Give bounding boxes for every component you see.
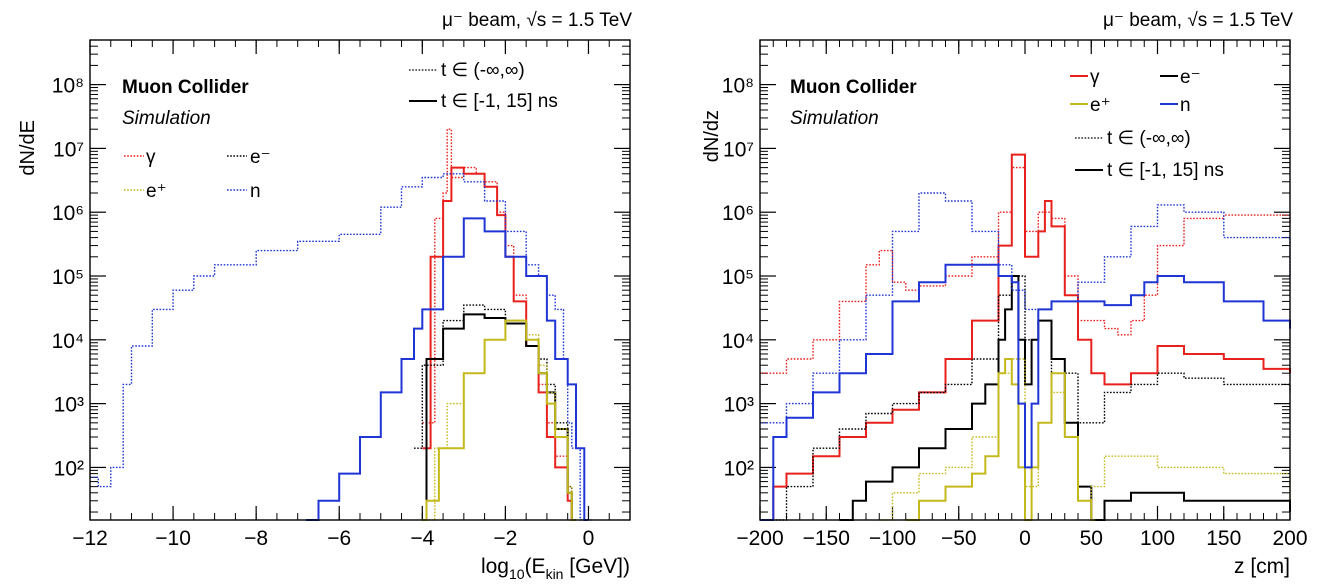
left-series-electron-time-window bbox=[422, 313, 576, 521]
right-y-tick-label: 10⁸ bbox=[722, 75, 754, 98]
left-axis-ticks bbox=[89, 39, 631, 520]
left-x-tick-label: 0 bbox=[583, 527, 595, 550]
left-x-tick-label: −2 bbox=[493, 527, 517, 550]
left-x-tick-label: −12 bbox=[72, 527, 108, 550]
right-x-tick-label: −200 bbox=[736, 527, 783, 550]
right-series-gamma-all-time bbox=[760, 166, 1291, 374]
left-y-tick-label: 10⁷ bbox=[53, 138, 84, 161]
left-plot-series bbox=[90, 128, 593, 521]
right-y-tick-label: 10⁵ bbox=[722, 266, 754, 289]
right-x-tick-label: −150 bbox=[803, 527, 850, 550]
right-y-tick-label: 10⁴ bbox=[722, 330, 754, 353]
right-x-axis-title: z [cm] bbox=[1234, 555, 1290, 578]
right-x-tick-label: 0 bbox=[1019, 527, 1031, 550]
left-brand: Muon Collider bbox=[122, 77, 249, 98]
right-series-gamma-time-window bbox=[760, 153, 1291, 521]
right-particle-legend: γ e⁻ e⁺ n bbox=[1070, 67, 1201, 116]
right-legend-all-time-label: t ∈ (-∞,∞) bbox=[1107, 128, 1191, 149]
right-y-axis-label: dN/dz bbox=[701, 110, 723, 162]
left-series-gamma-all-time bbox=[422, 128, 576, 521]
left-x-tick-label: −8 bbox=[244, 527, 268, 550]
left-panel: μ⁻ beam, √s = 1.5 TeV dN/dE log10(Ekin [… bbox=[17, 10, 632, 582]
right-x-tick-label: −50 bbox=[941, 527, 977, 550]
left-series-gamma-time-window bbox=[422, 166, 576, 521]
right-plot-series bbox=[760, 153, 1291, 521]
left-series-neutron-all-time bbox=[90, 173, 593, 521]
right-brand-sub: Simulation bbox=[790, 108, 879, 129]
right-x-tick-label: −100 bbox=[869, 527, 916, 550]
left-y-tick-label: 10⁴ bbox=[52, 330, 84, 353]
left-x-tick-label: −6 bbox=[327, 527, 351, 550]
left-y-tick-labels: 10² 10³ 10⁴ 10⁵ 10⁶ 10⁷ 10⁸ bbox=[52, 75, 84, 481]
right-series-neutron-time-window bbox=[760, 263, 1291, 521]
left-particle-legend: γ e⁻ e⁺ n bbox=[124, 147, 271, 202]
right-brand: Muon Collider bbox=[790, 77, 917, 98]
right-x-tick-label: 150 bbox=[1206, 527, 1241, 550]
left-x-tick-label: −10 bbox=[155, 527, 191, 550]
left-legend-gamma-label: γ bbox=[146, 147, 156, 168]
right-x-tick-labels: −200 −150 −100 −50 0 50 100 150 200 bbox=[736, 527, 1307, 550]
right-y-tick-label: 10⁷ bbox=[723, 138, 754, 161]
left-legend-positron-label: e⁺ bbox=[146, 181, 167, 202]
right-legend-neutron-label: n bbox=[1180, 95, 1191, 116]
right-series-positron-time-window bbox=[905, 358, 1096, 521]
right-legend-gamma-label: γ bbox=[1090, 67, 1100, 88]
left-y-axis-label: dN/dE bbox=[17, 120, 39, 176]
left-y-tick-label: 10³ bbox=[54, 394, 84, 417]
left-x-tick-labels: −12 −10 −8 −6 −4 −2 0 bbox=[72, 527, 594, 550]
right-time-legend: t ∈ (-∞,∞) t ∈ [-1, 15] ns bbox=[1075, 128, 1224, 181]
left-legend-window-label: t ∈ [-1, 15] ns bbox=[441, 91, 558, 112]
right-legend-window-label: t ∈ [-1, 15] ns bbox=[1107, 160, 1224, 181]
right-x-tick-label: 200 bbox=[1272, 527, 1307, 550]
right-x-tick-label: 50 bbox=[1080, 527, 1103, 550]
right-series-electron-time-window bbox=[839, 275, 1291, 521]
right-series-positron-all-time bbox=[879, 358, 1291, 521]
right-y-tick-label: 10⁶ bbox=[722, 202, 754, 225]
left-y-tick-label: 10² bbox=[54, 457, 84, 480]
left-y-tick-label: 10⁸ bbox=[52, 75, 84, 98]
right-legend-positron-label: e⁺ bbox=[1090, 95, 1111, 116]
right-plot-frame bbox=[759, 39, 1291, 521]
left-time-legend: t ∈ (-∞,∞) t ∈ [-1, 15] ns bbox=[409, 60, 558, 112]
left-legend-all-time-label: t ∈ (-∞,∞) bbox=[441, 60, 525, 81]
right-x-tick-label: 100 bbox=[1140, 527, 1175, 550]
left-series-positron-all-time bbox=[422, 319, 576, 521]
left-header: μ⁻ beam, √s = 1.5 TeV bbox=[442, 10, 632, 31]
left-legend-neutron-label: n bbox=[250, 181, 261, 202]
right-legend-electron-label: e⁻ bbox=[1180, 67, 1201, 88]
left-x-tick-label: −4 bbox=[410, 527, 434, 550]
left-y-tick-label: 10⁵ bbox=[52, 266, 84, 289]
right-y-tick-label: 10³ bbox=[724, 394, 754, 417]
left-series-positron-time-window bbox=[422, 319, 576, 521]
left-series-neutron-time-window bbox=[306, 217, 589, 521]
left-legend-electron-label: e⁻ bbox=[250, 147, 271, 168]
right-y-tick-labels: 10² 10³ 10⁴ 10⁵ 10⁶ 10⁷ 10⁸ bbox=[722, 75, 754, 481]
right-panel: μ⁻ beam, √s = 1.5 TeV dN/dz z [cm] 10²10… bbox=[701, 10, 1308, 578]
svg-text:log10(Ekin [GeV]): log10(Ekin [GeV]) bbox=[481, 555, 630, 582]
left-brand-sub: Simulation bbox=[122, 108, 211, 129]
left-x-axis-title: log10(Ekin [GeV]) bbox=[481, 555, 630, 582]
right-header: μ⁻ beam, √s = 1.5 TeV bbox=[1103, 10, 1293, 31]
left-plot-frame bbox=[89, 39, 631, 521]
right-y-tick-label: 10² bbox=[724, 457, 754, 480]
left-y-tick-label: 10⁶ bbox=[52, 202, 84, 225]
